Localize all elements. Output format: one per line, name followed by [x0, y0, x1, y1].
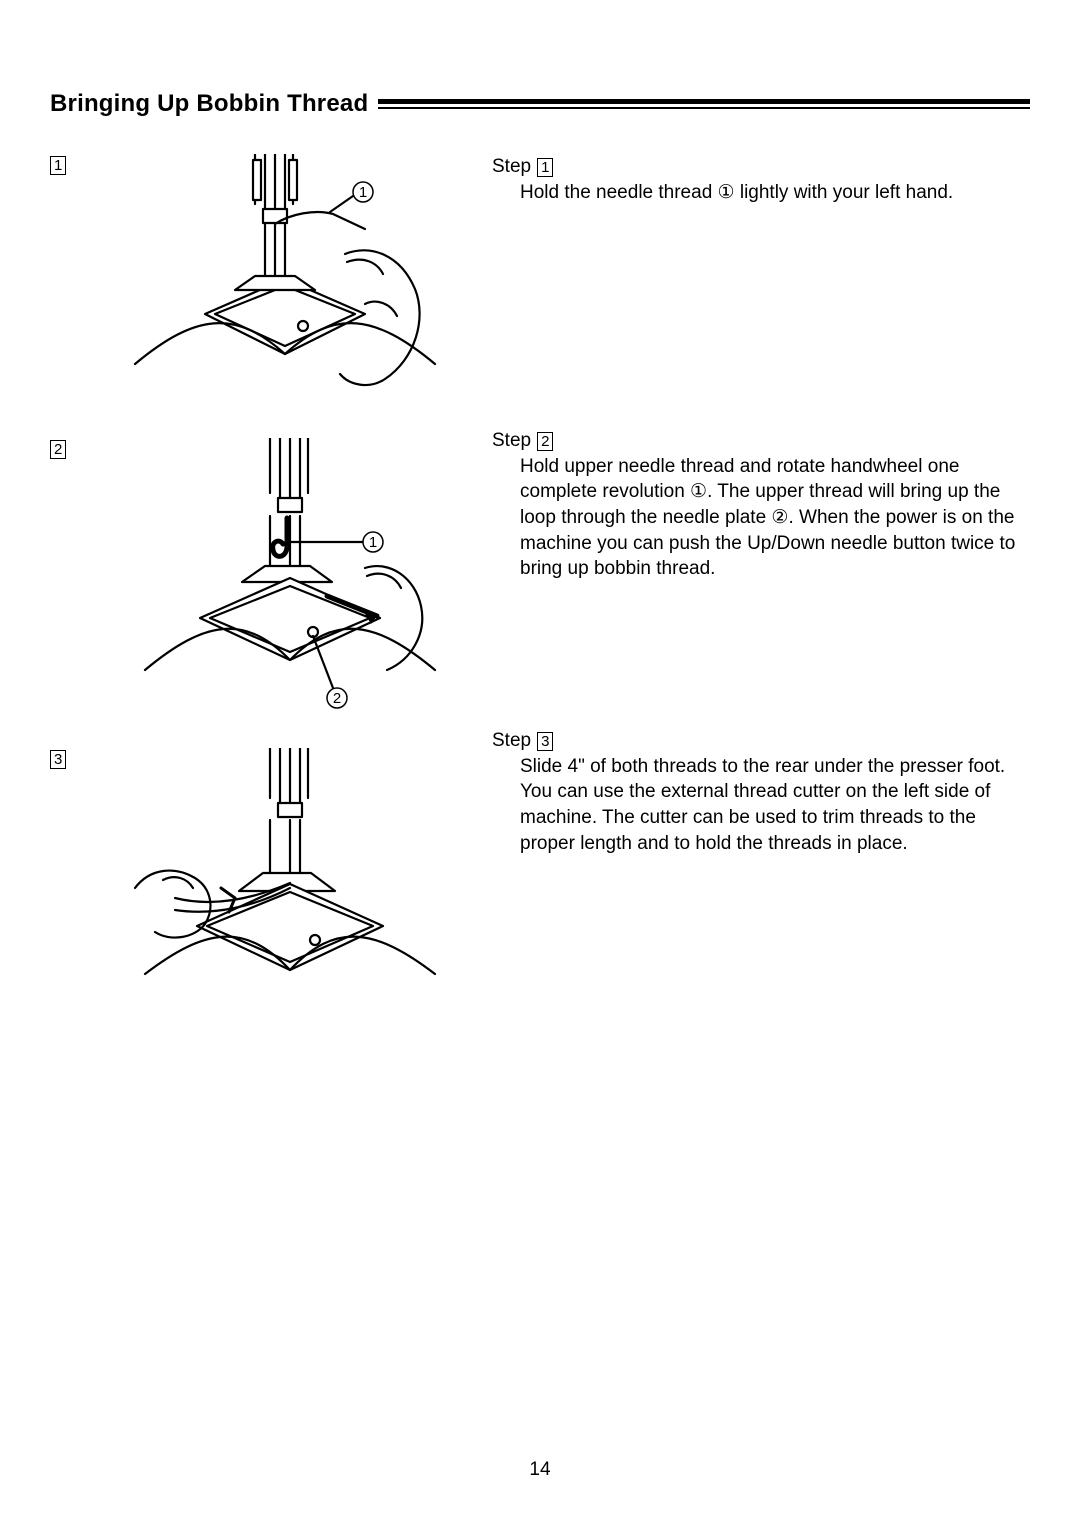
section-title: Bringing Up Bobbin Thread	[50, 90, 368, 118]
step-1-text: Step 1 Hold the needle thread ① lightly …	[492, 154, 1030, 428]
step-lead: Step	[492, 154, 531, 180]
figure-row-2: 2	[50, 438, 486, 738]
content-columns: 1	[50, 154, 1030, 1018]
figure-number: 3	[50, 750, 66, 769]
page-number: 14	[0, 1459, 1080, 1481]
step-number: 3	[537, 732, 553, 751]
text-column: Step 1 Hold the needle thread ① lightly …	[486, 154, 1030, 1018]
step-number: 2	[537, 432, 553, 451]
callout-1: 1	[359, 184, 367, 201]
figure-row-3: 3	[50, 748, 486, 1008]
section-header: Bringing Up Bobbin Thread	[50, 90, 1030, 118]
figure-2-illustration: 1 2	[115, 438, 445, 728]
figure-3-illustration	[115, 748, 445, 988]
figure-number: 1	[50, 156, 66, 175]
figures-column: 1	[50, 154, 486, 1018]
step-number: 1	[537, 158, 553, 177]
figure-number: 2	[50, 440, 66, 459]
figure-number-box: 2	[50, 438, 74, 738]
figure-number-box: 3	[50, 748, 74, 1008]
callout-1: 1	[369, 534, 377, 551]
figure-1-illustration: 1	[115, 154, 445, 404]
step-2-text: Step 2 Hold upper needle thread and rota…	[492, 428, 1030, 728]
step-lead: Step	[492, 728, 531, 754]
manual-page: Bringing Up Bobbin Thread 1	[0, 0, 1080, 1527]
step-lead: Step	[492, 428, 531, 454]
step-body: Hold the needle thread ① lightly with yo…	[492, 180, 1030, 206]
step-3-text: Step 3 Slide 4" of both threads to the r…	[492, 728, 1030, 988]
section-rule	[378, 99, 1030, 109]
step-body: Hold upper needle thread and rotate hand…	[492, 454, 1030, 582]
callout-2: 2	[333, 690, 341, 707]
figure-row-1: 1	[50, 154, 486, 428]
figure-number-box: 1	[50, 154, 74, 428]
step-body: Slide 4" of both threads to the rear und…	[492, 754, 1030, 857]
